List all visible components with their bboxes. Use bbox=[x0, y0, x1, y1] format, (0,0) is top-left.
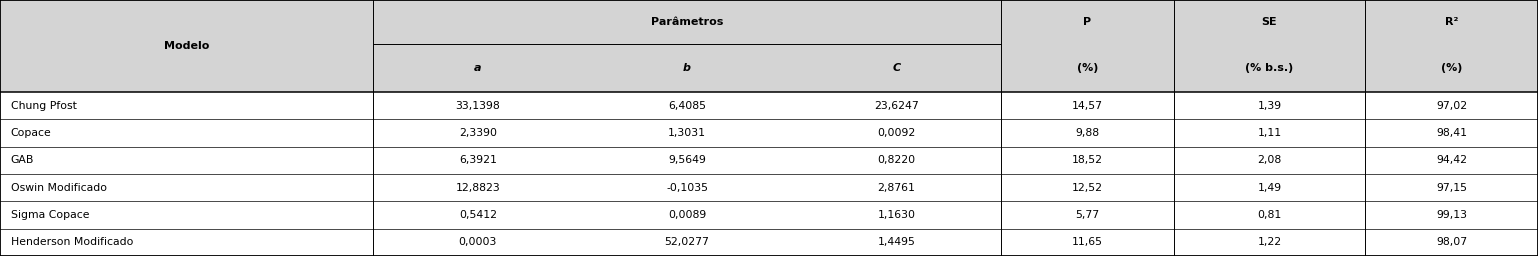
Text: 98,41: 98,41 bbox=[1436, 128, 1467, 138]
Text: b: b bbox=[683, 63, 691, 73]
Text: 1,49: 1,49 bbox=[1258, 183, 1281, 193]
Text: 99,13: 99,13 bbox=[1436, 210, 1467, 220]
Text: P: P bbox=[1083, 17, 1092, 27]
Text: a: a bbox=[474, 63, 481, 73]
Text: 97,15: 97,15 bbox=[1436, 183, 1467, 193]
Bar bbox=[0, 174, 1538, 201]
Text: 9,5649: 9,5649 bbox=[667, 155, 706, 165]
Text: GAB: GAB bbox=[11, 155, 34, 165]
Text: (% b.s.): (% b.s.) bbox=[1246, 63, 1293, 73]
Text: 5,77: 5,77 bbox=[1075, 210, 1100, 220]
Text: Henderson Modificado: Henderson Modificado bbox=[11, 237, 134, 247]
Text: 2,3390: 2,3390 bbox=[458, 128, 497, 138]
Text: 52,0277: 52,0277 bbox=[664, 237, 709, 247]
Bar bbox=[0, 201, 1538, 229]
Text: 14,57: 14,57 bbox=[1072, 101, 1103, 111]
Text: 33,1398: 33,1398 bbox=[455, 101, 500, 111]
Text: 98,07: 98,07 bbox=[1436, 237, 1467, 247]
Text: R²: R² bbox=[1444, 17, 1458, 27]
Text: 1,4495: 1,4495 bbox=[878, 237, 915, 247]
Bar bbox=[0, 229, 1538, 256]
Text: (%): (%) bbox=[1441, 63, 1463, 73]
Text: 0,81: 0,81 bbox=[1258, 210, 1281, 220]
Text: 94,42: 94,42 bbox=[1436, 155, 1467, 165]
Text: 6,4085: 6,4085 bbox=[667, 101, 706, 111]
Text: 1,39: 1,39 bbox=[1258, 101, 1281, 111]
Text: 11,65: 11,65 bbox=[1072, 237, 1103, 247]
Text: 1,1630: 1,1630 bbox=[877, 210, 915, 220]
Text: 6,3921: 6,3921 bbox=[458, 155, 497, 165]
Text: Copace: Copace bbox=[11, 128, 51, 138]
Text: 23,6247: 23,6247 bbox=[874, 101, 918, 111]
Text: 0,5412: 0,5412 bbox=[458, 210, 497, 220]
Text: 2,8761: 2,8761 bbox=[878, 183, 915, 193]
Bar bbox=[0, 92, 1538, 120]
Text: 0,8220: 0,8220 bbox=[877, 155, 915, 165]
Text: 18,52: 18,52 bbox=[1072, 155, 1103, 165]
Text: Oswin Modificado: Oswin Modificado bbox=[11, 183, 106, 193]
Text: 9,88: 9,88 bbox=[1075, 128, 1100, 138]
Bar bbox=[0, 120, 1538, 147]
Text: 0,0092: 0,0092 bbox=[877, 128, 915, 138]
Text: 0,0089: 0,0089 bbox=[667, 210, 706, 220]
Text: Modelo: Modelo bbox=[165, 41, 209, 51]
Text: 97,02: 97,02 bbox=[1436, 101, 1467, 111]
Text: Sigma Copace: Sigma Copace bbox=[11, 210, 89, 220]
Text: 1,3031: 1,3031 bbox=[667, 128, 706, 138]
Text: SE: SE bbox=[1261, 17, 1278, 27]
Text: 2,08: 2,08 bbox=[1258, 155, 1281, 165]
Text: -0,1035: -0,1035 bbox=[666, 183, 707, 193]
Bar bbox=[0, 147, 1538, 174]
Text: Chung Pfost: Chung Pfost bbox=[11, 101, 77, 111]
Text: Parâmetros: Parâmetros bbox=[651, 17, 723, 27]
Text: C: C bbox=[892, 63, 900, 73]
Text: 12,8823: 12,8823 bbox=[455, 183, 500, 193]
Text: 0,0003: 0,0003 bbox=[458, 237, 497, 247]
Text: 12,52: 12,52 bbox=[1072, 183, 1103, 193]
Text: 1,11: 1,11 bbox=[1258, 128, 1281, 138]
Bar bbox=[0, 0, 1538, 92]
Text: (%): (%) bbox=[1077, 63, 1098, 73]
Text: 1,22: 1,22 bbox=[1258, 237, 1281, 247]
